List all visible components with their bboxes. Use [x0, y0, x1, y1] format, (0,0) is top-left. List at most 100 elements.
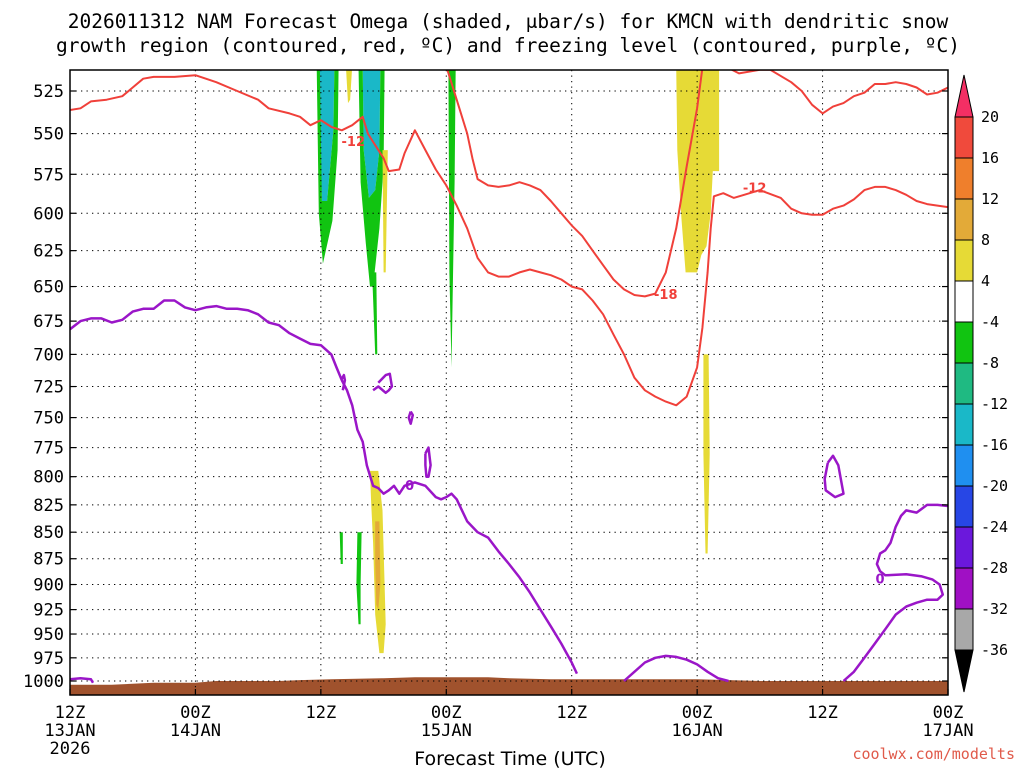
colorbar-band — [954, 157, 974, 200]
omega-shade-region — [375, 521, 381, 610]
y-tick-label: 525 — [33, 82, 64, 102]
colorbar-bottom-arrow — [954, 649, 974, 693]
omega-shade-region — [318, 70, 335, 201]
colorbar-label: -36 — [981, 641, 1008, 659]
x-tick-label-date: 14JAN — [170, 721, 221, 741]
freezing-contour-label: 0 — [876, 572, 885, 587]
freezing-level-contour-line — [70, 299, 579, 675]
dgz-contour-line — [70, 74, 948, 407]
colorbar-label: 8 — [981, 231, 990, 249]
x-axis-label: Forecast Time (UTC) — [414, 748, 605, 768]
omega-shade-region — [448, 70, 456, 368]
freezing-level-contour-line — [623, 654, 729, 683]
colorbar-band — [954, 280, 974, 323]
x-tick-label-time: 00Z — [180, 703, 211, 723]
colorbar-top-arrow — [954, 74, 974, 118]
freezing-level-contour-line — [842, 503, 948, 682]
omega-shade-region — [362, 70, 381, 198]
colorbar-band — [954, 403, 974, 446]
omega-shade-region — [356, 532, 362, 625]
y-tick-label: 825 — [33, 496, 64, 516]
colorbar-band — [954, 526, 974, 569]
chart-title-line-1: 2026011312 NAM Forecast Omega (shaded, μ… — [68, 10, 949, 33]
plot-frame — [69, 69, 949, 696]
y-tick-label: 550 — [33, 125, 64, 145]
colorbar-label: -8 — [981, 354, 999, 372]
y-tick-label: 1000 — [23, 672, 64, 692]
dgz-contour-label: -12 — [743, 182, 767, 197]
colorbar-band — [954, 444, 974, 487]
y-tick-label: 750 — [33, 409, 64, 429]
colorbar-label: 20 — [981, 108, 999, 126]
colorbar-label: -32 — [981, 600, 1008, 618]
x-tick-label-date: 13JAN — [44, 721, 95, 741]
colorbar-label: -20 — [981, 477, 1008, 495]
dgz-contour-line — [446, 70, 704, 298]
x-tick-label-time: 12Z — [807, 703, 838, 723]
colorbar-label: 4 — [981, 272, 990, 290]
freezing-level-contour-line — [424, 446, 432, 478]
omega-shade-region — [316, 70, 339, 264]
y-tick-label: 975 — [33, 649, 64, 669]
y-tick-label: 925 — [33, 601, 64, 621]
y-tick-label: 725 — [33, 378, 64, 398]
x-tick-label-time: 00Z — [933, 703, 964, 723]
y-tick-label: 875 — [33, 550, 64, 570]
y-tick-label: 700 — [33, 345, 64, 365]
colorbar-label: 16 — [981, 149, 999, 167]
colorbar-band — [954, 321, 974, 364]
omega-shade-region — [703, 354, 710, 554]
y-tick-label: 675 — [33, 312, 64, 332]
x-tick-label-date: 15JAN — [421, 721, 472, 741]
colorbar-label: 12 — [981, 190, 999, 208]
x-tick-label-date: 16JAN — [672, 721, 723, 741]
x-tick-label-year: 2026 — [50, 739, 91, 759]
y-tick-label: 600 — [33, 204, 64, 224]
terrain-surface — [70, 677, 948, 695]
x-tick-label-time: 12Z — [55, 703, 86, 723]
freezing-level-contour-line — [340, 373, 347, 391]
omega-shade-region — [676, 70, 720, 273]
colorbar-label: -16 — [981, 436, 1008, 454]
x-tick-label-time: 12Z — [305, 703, 336, 723]
y-tick-label: 950 — [33, 625, 64, 645]
freezing-contour-label: 0 — [405, 479, 414, 494]
y-tick-label: 775 — [33, 439, 64, 459]
y-tick-label: 900 — [33, 576, 64, 596]
source-credit: coolwx.com/modelts — [852, 745, 1015, 763]
colorbar-band — [954, 116, 974, 159]
y-tick-label: 800 — [33, 468, 64, 488]
omega-shade-region — [372, 272, 378, 355]
omega-shade-region — [382, 150, 388, 273]
y-tick-label: 625 — [33, 242, 64, 262]
dgz-contour-label: -18 — [654, 288, 678, 303]
colorbar-label: -12 — [981, 395, 1008, 413]
y-tick-label: 575 — [33, 165, 64, 185]
colorbar-band — [954, 362, 974, 405]
omega-shade-region — [339, 532, 343, 564]
omega-shade-region — [358, 70, 385, 287]
x-tick-label-date: 17JAN — [922, 721, 973, 741]
colorbar-label: -24 — [981, 518, 1008, 536]
omega-shade-region — [346, 70, 352, 104]
colorbar-band — [954, 198, 974, 241]
colorbar-band — [954, 239, 974, 282]
freezing-level-contour-line — [823, 454, 845, 499]
colorbar-band — [954, 567, 974, 610]
y-tick-label: 650 — [33, 278, 64, 298]
colorbar-label: -28 — [981, 559, 1008, 577]
colorbar-label: -4 — [981, 313, 999, 331]
chart-title-line-2: growth region (contoured, red, ºC) and f… — [56, 34, 960, 57]
y-tick-label: 850 — [33, 523, 64, 543]
x-tick-label-time: 00Z — [682, 703, 713, 723]
x-tick-label-time: 00Z — [431, 703, 462, 723]
x-tick-label-time: 12Z — [556, 703, 587, 723]
freezing-level-contour-line — [372, 372, 394, 395]
colorbar-band — [954, 608, 974, 651]
freezing-level-contour-line — [407, 410, 415, 425]
dgz-contour-label: -12 — [342, 135, 366, 150]
dgz-contour-line — [730, 70, 948, 115]
freezing-level-contour-line — [70, 676, 95, 684]
colorbar-band — [954, 485, 974, 528]
